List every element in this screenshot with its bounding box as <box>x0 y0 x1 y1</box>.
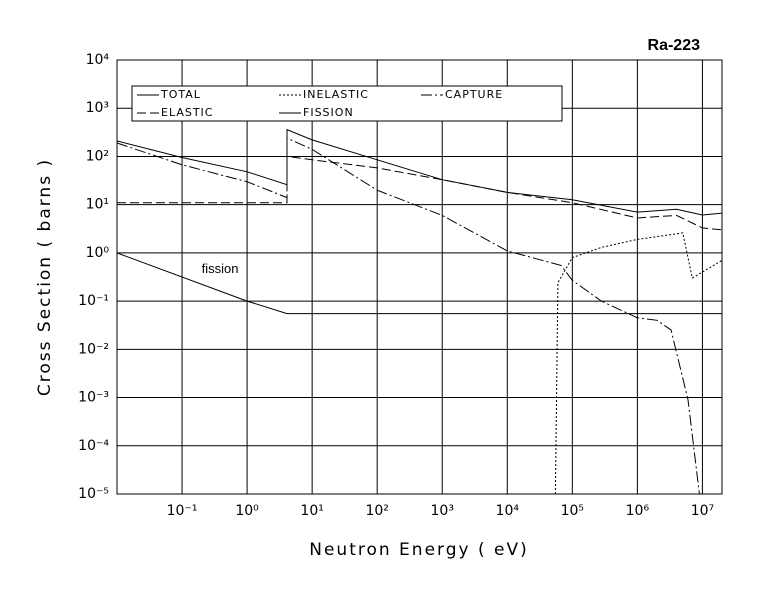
y-tick-label: 10⁻³ <box>78 390 109 406</box>
x-tick-label: 10⁻¹ <box>167 503 198 519</box>
legend-label: CAPTURE <box>445 88 503 101</box>
series-line <box>117 155 723 231</box>
y-axis-label: Cross Section ( barns ) <box>35 158 55 396</box>
x-tick-label: 10⁷ <box>691 503 714 519</box>
legend-label: TOTAL <box>160 88 201 101</box>
legend-label: INELASTIC <box>303 88 369 101</box>
x-tick-label: 10⁴ <box>496 503 520 519</box>
y-tick-label: 10⁻⁴ <box>78 438 109 454</box>
legend-label: FISSION <box>303 106 354 119</box>
x-tick-label: 10⁰ <box>235 503 259 519</box>
annotation: fission <box>202 261 239 276</box>
legend-label: ELASTIC <box>161 106 213 119</box>
series-line <box>116 137 700 495</box>
x-tick-label: 10³ <box>431 503 454 519</box>
y-tick-label: 10⁰ <box>86 245 110 261</box>
chart-title: Ra-223 <box>648 37 701 54</box>
series-line <box>116 252 722 315</box>
x-tick-label: 10² <box>365 503 388 519</box>
legend-box <box>131 85 563 122</box>
y-tick-label: 10² <box>86 148 109 164</box>
y-tick-label: 10⁴ <box>86 52 110 68</box>
x-axis-label: Neutron Energy ( eV) <box>309 540 529 560</box>
plot-frame <box>116 59 723 495</box>
x-tick-label: 10¹ <box>300 503 323 519</box>
x-tick-label: 10⁵ <box>561 503 584 519</box>
y-tick-label: 10⁻⁵ <box>78 486 109 502</box>
y-tick-label: 10³ <box>86 100 109 116</box>
x-tick-label: 10⁶ <box>626 503 650 519</box>
series-line <box>554 232 723 495</box>
y-tick-label: 10⁻² <box>78 341 109 357</box>
series-line <box>116 128 723 216</box>
y-tick-label: 10¹ <box>86 197 109 213</box>
y-tick-label: 10⁻¹ <box>78 293 109 309</box>
